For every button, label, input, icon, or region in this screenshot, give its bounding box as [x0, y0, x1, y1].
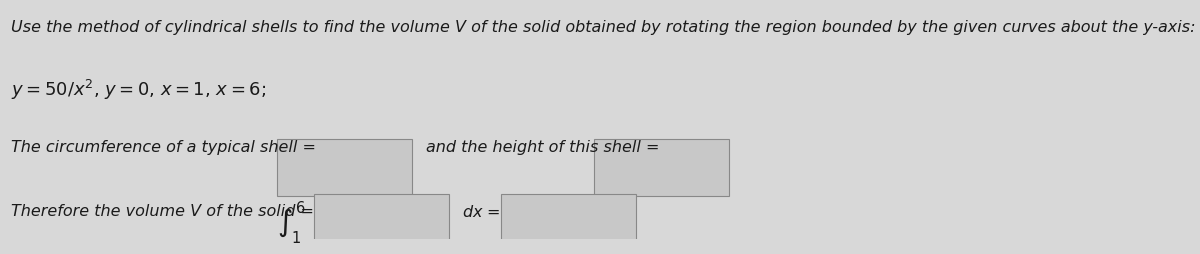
FancyBboxPatch shape: [500, 194, 636, 251]
FancyBboxPatch shape: [594, 139, 730, 196]
FancyBboxPatch shape: [314, 194, 450, 251]
Text: $\int_1^6$: $\int_1^6$: [277, 199, 305, 245]
FancyBboxPatch shape: [277, 139, 412, 196]
Text: Therefore the volume V of the solid =: Therefore the volume V of the solid =: [11, 203, 313, 218]
Text: and the height of this shell =: and the height of this shell =: [426, 139, 660, 154]
Text: The circumference of a typical shell =: The circumference of a typical shell =: [11, 139, 316, 154]
Text: $dx$ =: $dx$ =: [462, 203, 500, 219]
Text: Use the method of cylindrical shells to find the volume V of the solid obtained : Use the method of cylindrical shells to …: [11, 20, 1195, 35]
Text: $y = 50/x^2$, $y = 0$, $x = 1$, $x = 6$;: $y = 50/x^2$, $y = 0$, $x = 1$, $x = 6$;: [11, 77, 266, 102]
